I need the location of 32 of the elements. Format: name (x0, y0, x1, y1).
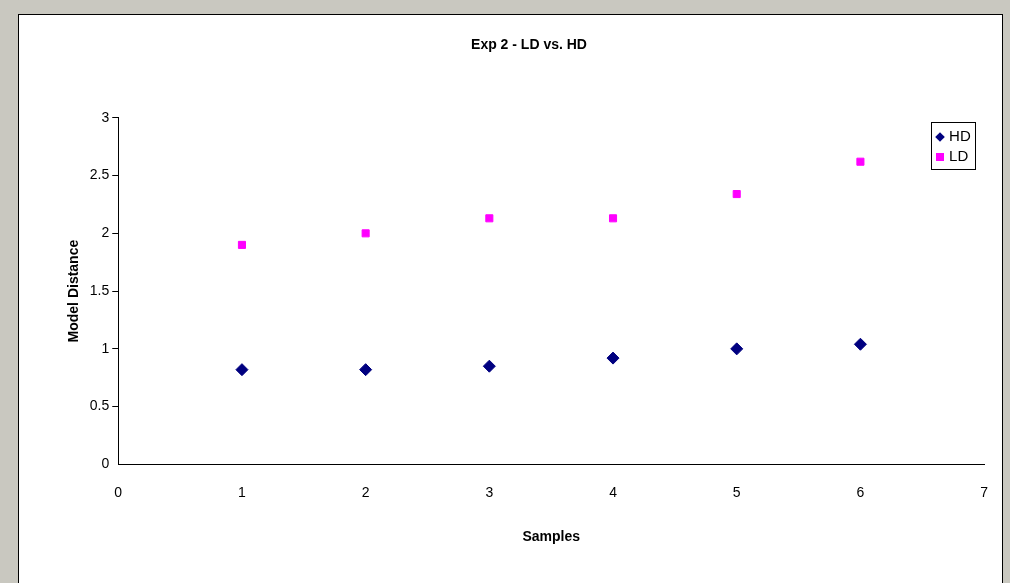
y-tick-label: 0 (101, 455, 110, 472)
point (730, 342, 744, 356)
chart-title: Exp 2 - LD vs. HD (471, 36, 587, 53)
legend-label: LD (949, 146, 969, 164)
y-tick-label: 1 (101, 339, 110, 356)
x-tick-label: 3 (485, 483, 494, 500)
y-axis-title: Model Distance (65, 239, 82, 343)
point (359, 363, 373, 377)
x-tick-label: 5 (732, 483, 741, 500)
point (361, 229, 370, 238)
x-axis-title: Samples (522, 528, 581, 545)
y-tick-label: 3 (101, 108, 110, 125)
x-tick-label: 4 (609, 483, 618, 500)
x-tick-label: 1 (238, 483, 247, 500)
y-tick-label: 2 (101, 224, 110, 241)
y-tick-label: 0.5 (89, 397, 110, 414)
point (237, 240, 246, 249)
x-tick-label: 7 (980, 483, 989, 500)
x-tick-label: 2 (361, 483, 370, 500)
legend-label: HD (949, 126, 971, 144)
point (732, 190, 741, 199)
point (856, 157, 865, 166)
y-tick-label: 2.5 (89, 166, 110, 183)
x-tick-label: 6 (856, 483, 865, 500)
point (485, 214, 494, 223)
point (482, 359, 496, 373)
point (853, 337, 867, 351)
x-tick-label: 0 (114, 483, 123, 500)
point (235, 363, 249, 377)
point (609, 214, 618, 223)
point (606, 351, 620, 365)
y-tick-label: 1.5 (89, 281, 110, 298)
